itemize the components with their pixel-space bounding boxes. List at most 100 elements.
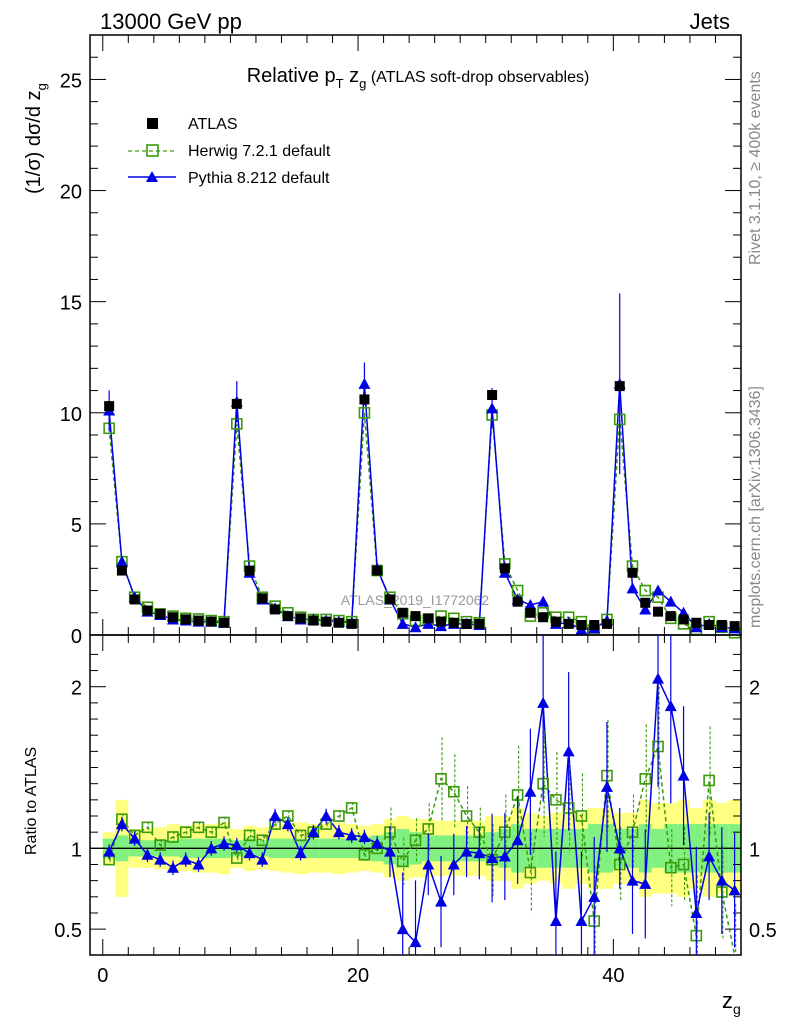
main-y-axis-label: (1/σ) dσ/d zg bbox=[23, 83, 49, 194]
herwig-ratio-point bbox=[345, 802, 358, 814]
atlas-point bbox=[436, 616, 447, 627]
atlas-point bbox=[729, 621, 740, 632]
atlas-point bbox=[206, 616, 217, 627]
pythia-ratio-point bbox=[141, 848, 154, 860]
pythia-ratio-point bbox=[562, 745, 575, 757]
pythia-ratio-point bbox=[613, 842, 626, 854]
herwig-ratio-point bbox=[396, 855, 409, 868]
pythia-ratio-point bbox=[396, 923, 409, 935]
atlas-point bbox=[653, 606, 664, 617]
pythia-point bbox=[115, 555, 128, 567]
side-label-mcplots: mcplots.cern.ch [arXiv:1306.3436] bbox=[747, 386, 764, 628]
pythia-ratio-point bbox=[575, 915, 588, 927]
herwig-ratio-point bbox=[141, 821, 154, 834]
herwig-ratio-point bbox=[575, 810, 588, 822]
atlas-point bbox=[219, 617, 230, 628]
herwig-ratio-point bbox=[256, 834, 269, 847]
atlas-point bbox=[167, 612, 178, 623]
header-right-title: Jets bbox=[690, 9, 730, 34]
pythia-ratio-point bbox=[154, 853, 167, 865]
atlas-point bbox=[614, 381, 625, 392]
pythia-ratio-point bbox=[524, 785, 537, 797]
atlas-point bbox=[640, 597, 651, 608]
herwig-ratio-point bbox=[154, 839, 167, 851]
atlas-point bbox=[129, 594, 140, 605]
atlas-point bbox=[244, 565, 255, 576]
pythia-ratio-point bbox=[205, 842, 218, 854]
atlas-point bbox=[448, 617, 459, 628]
herwig-ratio-point bbox=[524, 866, 537, 879]
herwig-ratio-point bbox=[409, 834, 422, 847]
atlas-point bbox=[716, 620, 727, 630]
atlas-point bbox=[691, 617, 702, 628]
pythia-ratio-point bbox=[639, 877, 652, 889]
herwig-ratio-point bbox=[167, 831, 179, 843]
main-y-tick-label: 10 bbox=[60, 404, 82, 426]
pythia-ratio-point bbox=[256, 853, 269, 865]
atlas-point bbox=[193, 615, 204, 626]
atlas-point bbox=[576, 620, 587, 630]
atlas-point bbox=[282, 611, 293, 622]
pythia-ratio-point bbox=[230, 839, 243, 851]
atlas-point bbox=[538, 612, 549, 623]
herwig-ratio-point bbox=[192, 821, 205, 834]
pythia-point bbox=[626, 582, 639, 594]
main-y-tick-label: 25 bbox=[60, 70, 82, 92]
main-y-tick-label: 0 bbox=[71, 626, 82, 648]
atlas-point bbox=[321, 616, 332, 627]
atlas-point bbox=[333, 617, 344, 628]
pythia-ratio-point bbox=[371, 837, 384, 849]
pythia-ratio-point bbox=[345, 829, 358, 841]
atlas-point bbox=[601, 618, 612, 629]
header-left-title: 13000 GeV pp bbox=[100, 9, 242, 34]
herwig-ratio-point bbox=[664, 861, 677, 874]
pythia-ratio-point bbox=[728, 884, 741, 896]
pythia-point bbox=[409, 621, 422, 633]
atlas-point bbox=[359, 394, 370, 405]
atlas-point bbox=[423, 613, 434, 624]
pythia-ratio-point bbox=[281, 818, 294, 830]
legend-label-pythia: Pythia 8.212 default bbox=[188, 170, 330, 187]
atlas-point bbox=[346, 618, 357, 629]
legend-label-herwig: Herwig 7.2.1 default bbox=[188, 143, 331, 160]
watermark: ATLAS_2019_I1772062 bbox=[341, 592, 490, 608]
pythia-ratio-point bbox=[511, 834, 524, 846]
pythia-ratio-point bbox=[166, 861, 179, 873]
pythia-ratio-point bbox=[218, 837, 231, 849]
pythia-point bbox=[486, 402, 499, 414]
ratio-y-tick-label: 1 bbox=[71, 839, 82, 861]
atlas-point bbox=[295, 613, 306, 624]
herwig-ratio-point bbox=[218, 816, 230, 829]
pythia-ratio-point bbox=[715, 874, 728, 886]
pythia-ratio-point bbox=[473, 847, 486, 859]
pythia-ratio-point bbox=[409, 936, 422, 948]
pythia-ratio-point bbox=[447, 858, 460, 870]
x-tick-label: 40 bbox=[602, 965, 624, 987]
pythia-ratio-point bbox=[588, 890, 601, 902]
atlas-point bbox=[487, 390, 498, 400]
pythia-ratio-point bbox=[294, 847, 307, 859]
herwig-ratio-point bbox=[179, 826, 192, 838]
herwig-ratio-point bbox=[422, 823, 435, 835]
atlas-point bbox=[525, 607, 536, 618]
pythia-point bbox=[422, 617, 435, 629]
legend-label-atlas: ATLAS bbox=[188, 116, 238, 133]
main-y-tick-label: 15 bbox=[60, 293, 82, 315]
herwig-ratio-point bbox=[639, 773, 652, 785]
herwig-ratio-point bbox=[243, 829, 256, 842]
pythia-ratio-point bbox=[652, 672, 665, 684]
pythia-ratio-point bbox=[358, 831, 371, 843]
side-label-rivet: Rivet 3.1.10, ≥ 400k events bbox=[747, 71, 764, 265]
pythia-ratio-point bbox=[435, 895, 448, 907]
pythia-ratio-point bbox=[307, 826, 320, 838]
pythia-point bbox=[396, 617, 409, 629]
pythia-ratio-point bbox=[192, 858, 205, 870]
pythia-point bbox=[537, 595, 550, 607]
legend-marker-atlas bbox=[147, 118, 158, 129]
atlas-point bbox=[116, 565, 127, 576]
plot-title: Relative pT zg (ATLAS soft-drop observab… bbox=[247, 65, 590, 91]
herwig-ratio-point bbox=[447, 785, 460, 798]
ratio-y-tick-label-right: 0.5 bbox=[749, 920, 777, 942]
herwig-ratio-point bbox=[333, 810, 345, 822]
herwig-ratio-point bbox=[294, 829, 307, 842]
